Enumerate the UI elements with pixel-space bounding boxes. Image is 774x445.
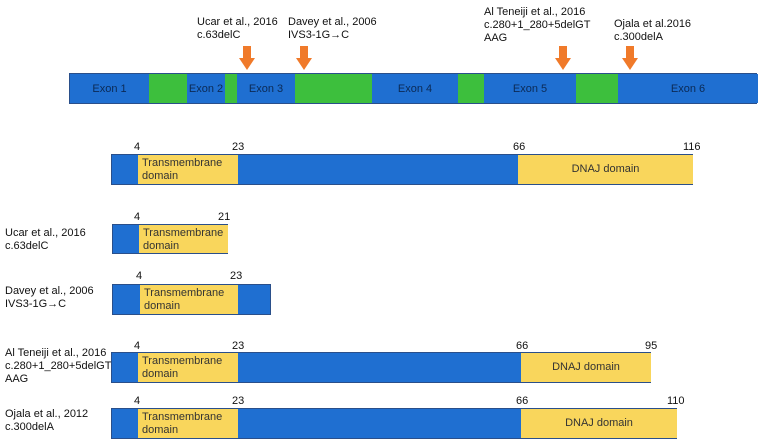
top-mutation-davey: Davey et al., 2006 IVS3-1G→C (288, 16, 377, 42)
position-label: 23 (230, 270, 243, 282)
exon-label-2: Exon 2 (188, 82, 224, 95)
dnaj-domain: DNAJ domain (521, 409, 677, 438)
position-label: 4 (134, 340, 141, 352)
intron-segment (295, 74, 372, 103)
protein-bar-wildtype: Transmembrane domain DNAJ domain (111, 154, 693, 185)
position-label: 23 (232, 141, 245, 153)
exon-label-5: Exon 5 (512, 82, 548, 95)
mutation-extra-label: AAG (484, 32, 508, 44)
citation-label: Al Teneiji et al., 2016 (484, 6, 586, 18)
position-label: 66 (516, 395, 529, 407)
exon-label-6: Exon 6 (670, 82, 706, 95)
transmembrane-domain: Transmembrane domain (138, 353, 238, 382)
exon-label-1: Exon 1 (92, 82, 127, 95)
variant-label-davey: Davey et al., 2006 IVS3-1G→C (5, 285, 94, 310)
position-label: 110 (667, 395, 685, 407)
variant-label-ojala: Ojala et al., 2012 c.300delA (5, 408, 89, 433)
position-label: 23 (232, 395, 245, 407)
citation-label: Ucar et al., 2016 (197, 16, 278, 28)
protein-bar-alteneiji: Transmembrane domain DNAJ domain (111, 352, 651, 383)
citation-label: Ojala et al.2016 (614, 18, 692, 30)
mutation-label: c.280+1_280+5delGT (484, 19, 591, 31)
top-mutation-ojala: Ojala et al.2016 c.300delA (614, 18, 691, 44)
top-mutation-ucar: Ucar et al., 2016 c.63delC (197, 16, 278, 42)
position-label: 23 (232, 340, 245, 352)
transmembrane-domain: Transmembrane domain (140, 285, 238, 314)
position-label: 21 (218, 211, 231, 223)
position-label: 66 (516, 340, 529, 352)
variant-label-alteneiji: Al Teneiji et al., 2016 c.280+1_280+5del… (5, 347, 112, 385)
protein-bar-ucar: Transmembrane domain (112, 224, 228, 254)
protein-bar-ojala: Transmembrane domain DNAJ domain (111, 408, 677, 439)
mutation-label: c.300delA (614, 31, 663, 43)
transmembrane-domain: Transmembrane domain (139, 225, 228, 253)
variant-label-ucar: Ucar et al., 2016 c.63delC (5, 227, 86, 252)
intron-segment (149, 74, 187, 103)
down-arrow-icon (622, 46, 638, 70)
dnaj-domain: DNAJ domain (521, 353, 651, 382)
down-arrow-icon (296, 46, 312, 70)
down-arrow-icon (555, 46, 571, 70)
transmembrane-domain: Transmembrane domain (138, 155, 238, 184)
protein-bar-davey: Transmembrane domain (112, 284, 271, 315)
exon-label-4: Exon 4 (397, 82, 433, 95)
position-label: 4 (134, 395, 141, 407)
top-mutation-alteneiji: Al Teneiji et al., 2016 c.280+1_280+5del… (484, 6, 590, 45)
citation-label: Davey et al., 2006 (288, 16, 377, 28)
transmembrane-domain: Transmembrane domain (138, 409, 238, 438)
intron-segment (576, 74, 618, 103)
gene-structure-bar: Exon 1 Exon 2 Exon 3 Exon 4 Exon 5 Exon … (69, 73, 758, 104)
position-label: 95 (645, 340, 658, 352)
down-arrow-icon (239, 46, 255, 70)
position-label: 4 (134, 211, 141, 223)
position-label: 66 (513, 141, 526, 153)
intron-segment (225, 74, 237, 103)
intron-segment (458, 74, 484, 103)
position-label: 4 (134, 141, 141, 153)
position-label: 116 (683, 141, 701, 153)
dnaj-domain: DNAJ domain (518, 155, 693, 184)
mutation-label: c.63delC (197, 29, 241, 41)
exon-label-3: Exon 3 (248, 82, 284, 95)
mutation-label: IVS3-1G→C (288, 29, 350, 41)
position-label: 4 (136, 270, 143, 282)
